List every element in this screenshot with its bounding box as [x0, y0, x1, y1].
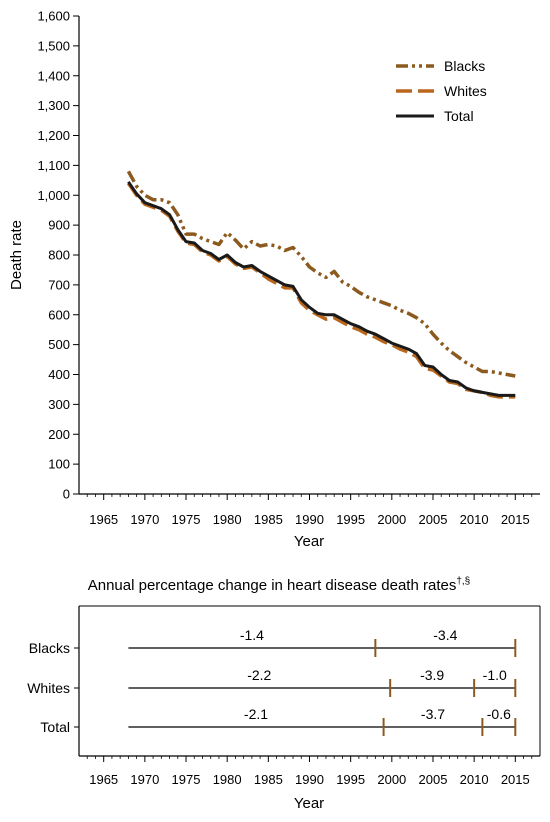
legend-label-blacks: Blacks	[444, 58, 485, 74]
segment-row-label: Total	[40, 719, 70, 735]
segment-x-tick-label: 1980	[213, 772, 242, 787]
legend-label-whites: Whites	[444, 83, 487, 99]
legend-label-total: Total	[444, 108, 474, 124]
segment-value-label: -1.0	[483, 667, 507, 683]
segment-value-label: -3.4	[433, 627, 457, 643]
segment-row-label: Blacks	[29, 640, 70, 656]
y-axis-label: Death rate	[8, 220, 25, 290]
annual-change-segment-chart: Annual percentage change in heart diseas…	[27, 576, 541, 812]
y-tick-label: 1,300	[37, 98, 70, 113]
segment-chart-title: Annual percentage change in heart diseas…	[88, 576, 471, 594]
segment-x-tick-label: 1975	[172, 772, 201, 787]
y-tick-label: 100	[48, 457, 70, 472]
y-tick-label: 0	[63, 487, 70, 502]
segment-x-tick-label: 2010	[460, 772, 489, 787]
segment-x-tick-label: 2000	[377, 772, 406, 787]
segment-x-tick-label: 1965	[89, 772, 118, 787]
y-tick-label: 1,500	[37, 38, 70, 53]
x-tick-label: 1990	[295, 512, 324, 527]
x-tick-label: 1995	[336, 512, 365, 527]
y-tick-label: 1,600	[37, 9, 70, 24]
segment-x-tick-label: 1995	[336, 772, 365, 787]
y-tick-label: 900	[48, 218, 70, 233]
series-line-total	[127, 180, 516, 397]
y-tick-label: 200	[48, 427, 70, 442]
segment-value-label: -1.4	[240, 627, 264, 643]
segment-value-label: -2.2	[247, 667, 271, 683]
death-rate-line-chart: Death rate Year 0 100 200 300 400 500 600 700 80…	[8, 9, 540, 550]
x-tick-label: 2015	[501, 512, 530, 527]
y-tick-label: 300	[48, 397, 70, 412]
segment-x-tick-label: 2015	[501, 772, 530, 787]
x-tick-label: 2000	[377, 512, 406, 527]
x-tick-label: 1970	[130, 512, 159, 527]
x-tick-label: 1985	[254, 512, 283, 527]
segment-x-tick-label: 1970	[130, 772, 159, 787]
segment-row-label: Whites	[27, 680, 70, 696]
x-tick-label: 1965	[89, 512, 118, 527]
y-tick-label: 1,100	[37, 158, 70, 173]
x-tick-label: 1975	[172, 512, 201, 527]
x-tick-label: 1980	[213, 512, 242, 527]
y-tick-label: 1,400	[37, 68, 70, 83]
x-axis-label: Year	[294, 533, 324, 550]
y-tick-label: 800	[48, 248, 70, 263]
y-tick-label: 600	[48, 307, 70, 322]
x-tick-label: 2010	[460, 512, 489, 527]
segment-chart-title-superscript: †,§	[456, 576, 470, 587]
segment-value-label: -3.7	[421, 706, 445, 722]
x-tick-label: 2005	[419, 512, 448, 527]
segment-x-tick-label: 1985	[254, 772, 283, 787]
series-line-whites	[126, 182, 516, 399]
y-tick-label: 400	[48, 367, 70, 382]
segment-x-axis-label: Year	[294, 795, 324, 812]
segment-value-label: -3.9	[420, 667, 444, 683]
y-tick-label: 500	[48, 337, 70, 352]
segment-value-label: -2.1	[244, 706, 268, 722]
y-tick-label: 1,000	[37, 188, 70, 203]
y-tick-label: 1,200	[37, 128, 70, 143]
segment-chart-title-text: Annual percentage change in heart diseas…	[88, 577, 457, 594]
segment-x-tick-label: 1990	[295, 772, 324, 787]
y-tick-label: 700	[48, 277, 70, 292]
series-line-blacks	[126, 170, 516, 378]
segment-x-tick-label: 2005	[419, 772, 448, 787]
segment-value-label: -0.6	[487, 706, 511, 722]
